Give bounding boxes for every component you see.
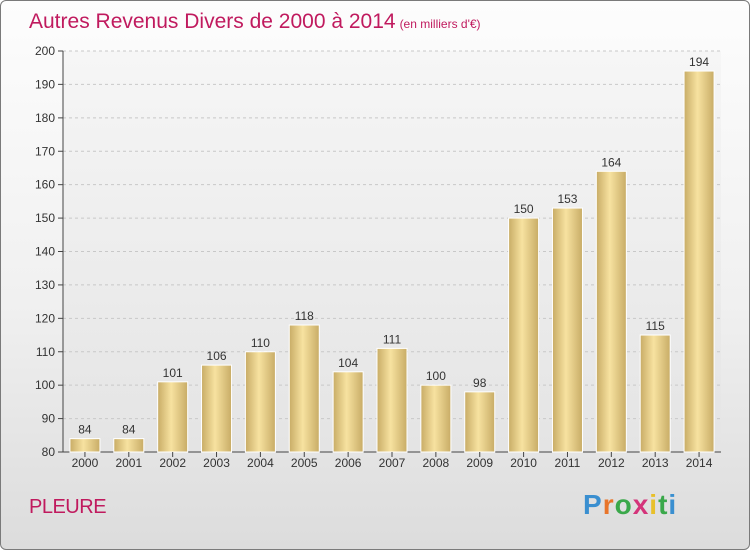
- x-tick-label: 2007: [379, 456, 406, 470]
- bar: [551, 207, 583, 453]
- proxiti-logo[interactable]: Proxiti: [583, 489, 677, 521]
- y-tick-label: 120: [35, 311, 55, 325]
- y-tick-label: 200: [35, 44, 55, 58]
- y-tick-label: 100: [35, 378, 55, 392]
- y-tick-label: 110: [36, 345, 55, 359]
- y-tick-label: 150: [35, 211, 55, 225]
- bar: [683, 70, 715, 453]
- bar-value-label: 84: [122, 423, 136, 437]
- x-tick-label: 2004: [247, 456, 274, 470]
- logo-letter: i: [649, 489, 659, 520]
- chart-unit: (en milliers d'€): [399, 17, 481, 31]
- x-tick-label: 2009: [466, 456, 493, 470]
- bar: [639, 334, 671, 453]
- y-tick-label: 190: [35, 77, 55, 91]
- logo-letter: x: [632, 489, 650, 520]
- x-tick-label: 2000: [72, 456, 99, 470]
- bar-value-label: 153: [557, 192, 577, 206]
- bar-value-label: 164: [601, 155, 621, 169]
- bar-value-label: 101: [163, 366, 183, 380]
- bar-value-label: 150: [514, 202, 534, 216]
- bar: [113, 438, 145, 453]
- logo-letter: r: [602, 489, 615, 520]
- x-tick-label: 2012: [598, 456, 625, 470]
- bar-value-label: 84: [78, 423, 92, 437]
- x-tick-label: 2005: [291, 456, 318, 470]
- bar: [420, 384, 452, 453]
- bar-value-label: 111: [383, 332, 402, 346]
- logo-letter: i: [668, 489, 678, 520]
- x-tick-label: 2008: [423, 456, 450, 470]
- x-tick-label: 2006: [335, 456, 362, 470]
- bar: [244, 351, 276, 453]
- bar: [595, 170, 627, 453]
- bar: [69, 438, 101, 453]
- bar: [332, 371, 364, 453]
- bar-value-label: 100: [426, 369, 446, 383]
- x-tick-label: 2002: [159, 456, 186, 470]
- x-tick-label: 2010: [510, 456, 537, 470]
- bar: [288, 324, 320, 453]
- bar: [201, 364, 233, 453]
- y-tick-label: 80: [42, 445, 56, 459]
- y-tick-label: 130: [35, 278, 55, 292]
- logo-letter: P: [583, 489, 603, 520]
- bar: [464, 391, 496, 453]
- y-tick-label: 140: [35, 245, 55, 259]
- bar-value-label: 110: [251, 336, 270, 350]
- y-tick-label: 170: [35, 144, 55, 158]
- logo-letter: t: [658, 489, 669, 520]
- chart-title-text: Autres Revenus Divers de 2000 à 2014: [29, 10, 396, 33]
- y-tick-label: 180: [35, 111, 55, 125]
- bar-value-label: 98: [473, 376, 487, 390]
- x-tick-label: 2003: [203, 456, 230, 470]
- bar-value-label: 118: [295, 309, 314, 323]
- bar-value-label: 106: [207, 349, 227, 363]
- bar-value-label: 115: [646, 319, 665, 333]
- bar: [157, 381, 189, 453]
- bar: [376, 347, 408, 453]
- bar-value-label: 104: [338, 356, 358, 370]
- y-tick-label: 160: [35, 178, 55, 192]
- commune-name: PLEURE: [29, 496, 107, 518]
- bar: [508, 217, 540, 453]
- x-tick-label: 2001: [115, 456, 142, 470]
- chart-title: Autres Revenus Divers de 2000 à 2014 (en …: [29, 10, 481, 34]
- bar-value-label: 194: [689, 55, 709, 69]
- logo-letter: o: [614, 489, 633, 520]
- x-tick-label: 2013: [642, 456, 669, 470]
- y-tick-label: 90: [42, 412, 56, 426]
- x-tick-label: 2014: [686, 456, 713, 470]
- x-tick-label: 2011: [555, 456, 581, 470]
